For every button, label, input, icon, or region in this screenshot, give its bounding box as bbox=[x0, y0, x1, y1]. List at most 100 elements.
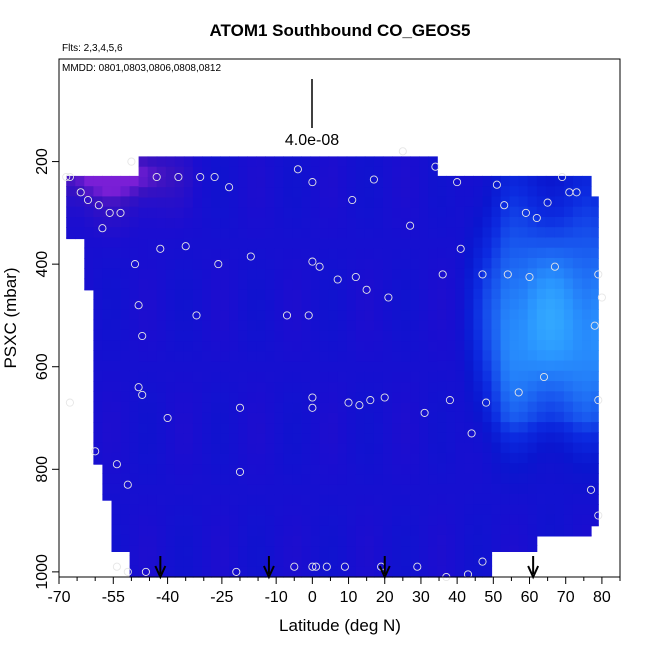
heatmap-cell bbox=[401, 433, 411, 445]
heatmap-cell bbox=[410, 443, 420, 455]
heatmap-cell bbox=[120, 288, 131, 300]
heatmap-cell bbox=[437, 206, 447, 218]
heatmap-cell bbox=[274, 238, 284, 250]
heatmap-cell bbox=[183, 536, 194, 547]
heatmap-cell bbox=[536, 350, 547, 362]
heatmap-cell bbox=[211, 259, 221, 270]
heatmap-cell bbox=[111, 247, 122, 259]
heatmap-cell bbox=[238, 484, 248, 496]
heatmap-cell bbox=[247, 259, 257, 270]
heatmap-cell bbox=[129, 493, 140, 505]
heatmap-cell bbox=[238, 279, 248, 291]
heatmap-cell bbox=[518, 524, 529, 536]
heatmap-cell bbox=[165, 423, 176, 434]
heatmap-cell bbox=[256, 433, 266, 445]
heatmap-cell bbox=[355, 341, 366, 352]
heatmap-cell bbox=[138, 382, 149, 393]
heatmap-cell bbox=[147, 464, 158, 476]
heatmap-cell bbox=[328, 320, 339, 332]
heatmap-cell bbox=[527, 268, 538, 280]
heatmap-cell bbox=[183, 300, 194, 311]
observation-point bbox=[333, 275, 342, 284]
heatmap-cell bbox=[120, 175, 131, 187]
heatmap-cell bbox=[301, 259, 312, 270]
heatmap-cell bbox=[292, 341, 302, 352]
heatmap-cell bbox=[202, 484, 212, 496]
heatmap-cell bbox=[536, 340, 547, 351]
heatmap-cell bbox=[491, 309, 502, 321]
heatmap-cell bbox=[328, 207, 339, 219]
heatmap-cell bbox=[247, 279, 257, 291]
heatmap-cell bbox=[554, 360, 565, 372]
heatmap-cell bbox=[265, 156, 275, 168]
heatmap-cell bbox=[346, 330, 357, 342]
heatmap-cell bbox=[591, 370, 599, 382]
heatmap-cell bbox=[220, 556, 230, 568]
heatmap-cell bbox=[419, 474, 429, 486]
heatmap-cell bbox=[93, 258, 103, 269]
heatmap-cell bbox=[446, 206, 456, 218]
heatmap-cell bbox=[256, 484, 266, 496]
heatmap-cell bbox=[410, 402, 420, 414]
heatmap-cell bbox=[247, 402, 257, 414]
heatmap-cell bbox=[238, 546, 248, 558]
heatmap-cell bbox=[247, 556, 257, 568]
heatmap-cell bbox=[165, 566, 176, 578]
heatmap-cell bbox=[174, 259, 185, 270]
heatmap-cell bbox=[500, 473, 511, 485]
heatmap-cell bbox=[220, 248, 230, 260]
heatmap-cell bbox=[482, 227, 493, 239]
heatmap-cell bbox=[256, 525, 266, 537]
heatmap-cell bbox=[256, 515, 266, 527]
heatmap-cell bbox=[428, 402, 438, 414]
observation-point bbox=[130, 260, 140, 269]
heatmap-cell bbox=[174, 484, 185, 496]
heatmap-cell bbox=[563, 524, 574, 536]
heatmap-cell bbox=[446, 565, 456, 577]
heatmap-cell bbox=[591, 350, 599, 362]
heatmap-cell bbox=[192, 423, 203, 434]
heatmap-cell bbox=[192, 228, 203, 240]
heatmap-cell bbox=[473, 217, 483, 228]
heatmap-cell bbox=[192, 259, 203, 270]
heatmap-cell bbox=[229, 536, 239, 547]
heatmap-cell bbox=[265, 177, 275, 188]
heatmap-cell bbox=[346, 187, 357, 199]
heatmap-cell bbox=[93, 206, 103, 218]
heatmap-cell bbox=[455, 278, 465, 290]
heatmap-cell bbox=[337, 207, 348, 219]
heatmap-cell bbox=[563, 442, 574, 454]
heatmap-cell bbox=[563, 206, 574, 218]
heatmap-cell bbox=[491, 514, 502, 526]
heatmap-cell bbox=[455, 565, 465, 577]
heatmap-cell bbox=[301, 536, 312, 547]
heatmap-cell bbox=[382, 166, 393, 178]
heatmap-cell bbox=[482, 534, 493, 546]
heatmap-cell bbox=[563, 534, 574, 537]
heatmap-cell bbox=[591, 217, 599, 228]
heatmap-cell bbox=[554, 268, 565, 280]
heatmap-cell bbox=[66, 237, 76, 240]
heatmap-cell bbox=[138, 259, 149, 270]
heatmap-cell bbox=[147, 505, 158, 517]
heatmap-cell bbox=[111, 473, 122, 485]
heatmap-cell bbox=[437, 483, 447, 495]
heatmap-cell bbox=[464, 258, 474, 269]
heatmap-cell bbox=[292, 248, 302, 260]
heatmap-cell bbox=[319, 300, 330, 311]
heatmap-cell bbox=[591, 329, 599, 341]
heatmap-cell bbox=[183, 330, 194, 342]
heatmap-cell bbox=[328, 156, 339, 168]
heatmap-cell bbox=[147, 330, 158, 342]
heatmap-cell bbox=[328, 289, 339, 301]
heatmap-cell bbox=[229, 320, 239, 332]
heatmap-cell bbox=[138, 566, 149, 578]
observation-point bbox=[210, 172, 219, 182]
observation-point bbox=[431, 162, 440, 171]
heatmap-cell bbox=[527, 237, 538, 249]
heatmap-cell bbox=[364, 515, 375, 527]
heatmap-cell bbox=[202, 248, 212, 260]
heatmap-cell bbox=[500, 227, 511, 239]
heatmap-cell bbox=[328, 228, 339, 240]
heatmap-cell bbox=[256, 382, 266, 393]
